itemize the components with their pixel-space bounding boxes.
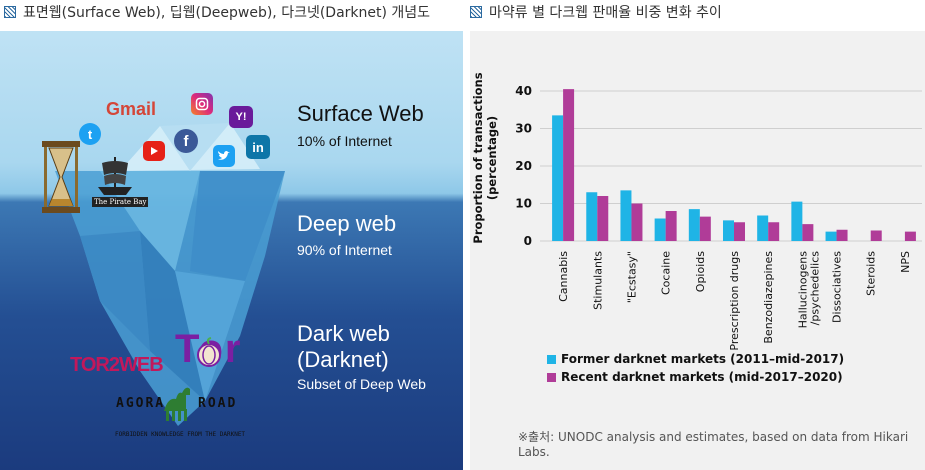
- x-tick-label: NPS: [899, 251, 912, 273]
- bar-former: [586, 192, 598, 241]
- x-tick-label: Steroids: [865, 251, 878, 296]
- bar-chart: 0 10 20 30 40 Proportion of transactions (perc…: [471, 72, 922, 351]
- agora-left-text: AGORA: [116, 396, 166, 411]
- x-tick-label: Hallucinogens: [796, 251, 809, 329]
- x-tick-label: Cocaine: [660, 251, 673, 295]
- x-tick-label: Opioids: [694, 251, 707, 292]
- yahoo-icon: Y!: [229, 106, 253, 128]
- deep-web-subtitle: 90% of Internet: [297, 242, 392, 258]
- pirate-bay-ship-icon: [98, 157, 132, 195]
- x-tick-label: Prescription drugs: [728, 251, 741, 351]
- legend-swatch-recent: [547, 372, 556, 382]
- dark-web-title: Dark web: [297, 321, 390, 346]
- bar-recent: [734, 222, 745, 241]
- bar-former: [825, 231, 837, 241]
- y-tick-label: 40: [515, 84, 532, 98]
- chart-panel: 0 10 20 30 40 Proportion of transactions (perc…: [470, 31, 925, 470]
- y-axis-label: (percentage): [485, 116, 499, 200]
- tor2web-logo: TOR2WEB: [70, 354, 164, 376]
- hourglass-icon: [42, 141, 80, 213]
- bar-recent: [802, 224, 814, 241]
- legend-label-former: Former darknet markets (2011–mid-2017): [561, 352, 845, 366]
- bar-former: [620, 190, 632, 241]
- twitter-icon: t: [79, 123, 101, 145]
- facebook-icon: f: [174, 129, 198, 153]
- bar-former: [688, 209, 700, 241]
- y-tick-label: 30: [515, 122, 532, 136]
- source-note: ※출처: UNODC analysis and estimates, based…: [518, 430, 909, 459]
- right-caption: 마약류 별 다크웹 판매율 비중 변화 추이: [470, 2, 722, 22]
- bar-former: [723, 220, 734, 241]
- agora-right-text: ROAD: [198, 396, 238, 411]
- x-tick-label: Dissociatives: [831, 251, 844, 323]
- bar-former: [757, 215, 769, 241]
- x-tick-label: Stimulants: [591, 251, 604, 310]
- bar-former: [791, 201, 803, 241]
- instagram-icon: [191, 93, 213, 115]
- left-caption-text: 표면웹(Surface Web), 딥웹(Deepweb), 다크넷(Darkn…: [23, 5, 431, 21]
- left-caption: 표면웹(Surface Web), 딥웹(Deepweb), 다크넷(Darkn…: [4, 2, 430, 22]
- caption-square-icon: [470, 6, 482, 18]
- bar-recent: [597, 196, 609, 241]
- bar-recent: [904, 231, 916, 241]
- youtube-icon: [143, 141, 165, 161]
- bar-former: [552, 115, 564, 241]
- agora-tagline: FORBIDDEN KNOWLEDGE FROM THE DARKNET: [115, 431, 246, 438]
- caption-square-icon: [4, 6, 16, 18]
- deep-web-title: Deep web: [297, 211, 397, 236]
- legend-swatch-former: [547, 354, 556, 364]
- bar-recent: [631, 203, 643, 241]
- dark-web-title-line2: (Darknet): [297, 347, 389, 372]
- tor-onion-icon: [197, 337, 221, 367]
- x-tick-label: Benzodiazepines: [762, 251, 775, 344]
- bar-recent: [768, 222, 780, 241]
- x-tick-label: /psychedelics: [808, 251, 821, 326]
- agora-camel-icon: [164, 387, 190, 421]
- y-tick-label: 10: [515, 197, 532, 211]
- right-caption-text: 마약류 별 다크웹 판매율 비중 변화 추이: [489, 5, 722, 21]
- pirate-bay-label: The Pirate Bay: [92, 197, 149, 207]
- gmail-logo: Gmail: [106, 99, 157, 119]
- y-tick-label: 20: [515, 159, 532, 173]
- x-tick-label: "Ecstasy": [625, 251, 638, 303]
- legend-item-former: Former darknet markets (2011–mid-2017): [547, 352, 844, 366]
- bar-recent: [699, 216, 711, 241]
- bar-recent: [870, 230, 882, 241]
- bar-recent: [665, 211, 677, 241]
- legend-item-recent: Recent darknet markets (mid-2017–2020): [547, 370, 843, 384]
- iceberg-infographic: Surface Web 10% of Internet Deep web 90%…: [0, 31, 463, 470]
- linkedin-icon: in: [246, 135, 270, 159]
- x-tick-label: Cannabis: [557, 251, 570, 302]
- bar-former: [654, 218, 666, 241]
- twitter-bird-icon: [213, 145, 235, 167]
- surface-web-title: Surface Web: [297, 101, 424, 126]
- legend-label-recent: Recent darknet markets (mid-2017–2020): [561, 370, 843, 384]
- surface-web-subtitle: 10% of Internet: [297, 133, 392, 149]
- dark-web-subtitle: Subset of Deep Web: [297, 376, 426, 392]
- bar-recent: [836, 229, 848, 241]
- bar-recent: [563, 89, 575, 241]
- y-axis-label: Proportion of transactions: [471, 72, 485, 243]
- y-tick-label: 0: [524, 234, 532, 248]
